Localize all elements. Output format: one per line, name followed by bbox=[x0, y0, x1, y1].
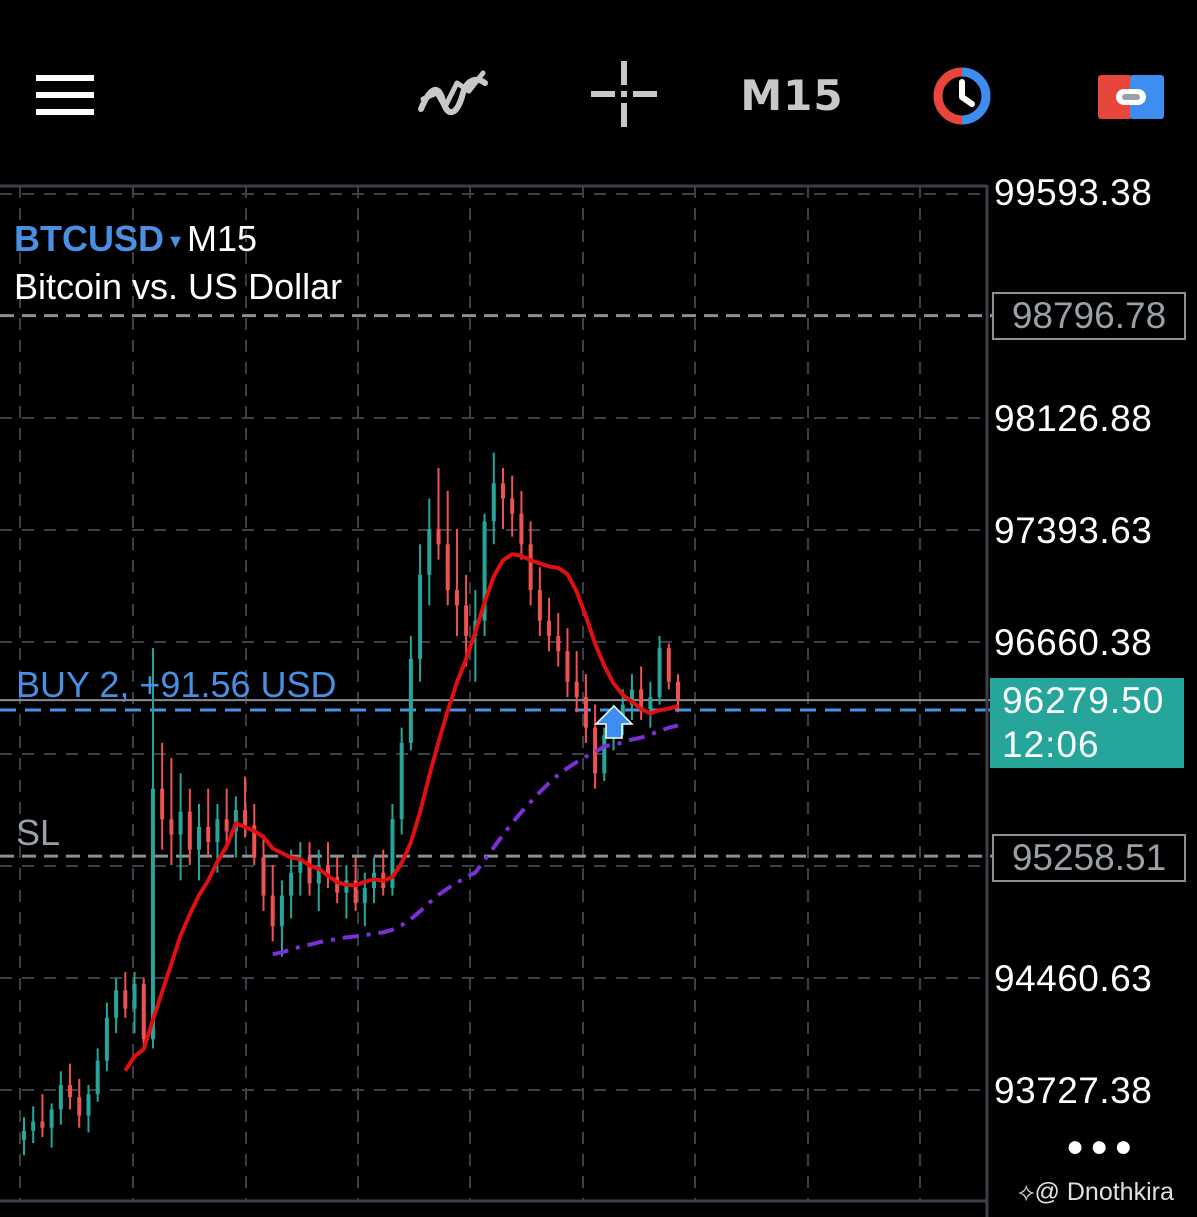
candle-body bbox=[233, 810, 238, 832]
hamburger-menu-icon[interactable] bbox=[30, 70, 100, 120]
crosshair-icon[interactable] bbox=[588, 58, 660, 130]
candle-body bbox=[132, 984, 137, 1009]
candle-body bbox=[629, 689, 634, 705]
candle-body bbox=[104, 1017, 109, 1061]
slow-moving-average-line bbox=[272, 723, 679, 957]
fast-moving-average-line bbox=[123, 552, 679, 1072]
candle-body bbox=[427, 529, 432, 575]
watermark: ⟡@ Dnothkira bbox=[1018, 1178, 1174, 1207]
candle-body bbox=[639, 689, 644, 710]
symbol-header[interactable]: BTCUSD ▾ M15 bbox=[14, 218, 257, 260]
indicators-icon[interactable] bbox=[412, 60, 494, 130]
candle-body bbox=[252, 825, 257, 858]
candle-body bbox=[49, 1109, 54, 1128]
candle-body bbox=[206, 826, 211, 843]
more-options-button[interactable]: ●●● bbox=[1066, 1130, 1139, 1163]
buy-order-label[interactable]: BUY 2, +91.56 USD bbox=[16, 664, 337, 705]
price-axis-label: 97393.63 bbox=[994, 510, 1153, 551]
candle-body bbox=[325, 865, 330, 878]
candle-body bbox=[335, 877, 340, 893]
candle-body bbox=[160, 788, 165, 820]
candle-body bbox=[307, 857, 312, 884]
candle-body bbox=[22, 1130, 26, 1141]
candle-body bbox=[408, 658, 413, 743]
candle-body bbox=[676, 681, 680, 701]
candle-body bbox=[620, 704, 625, 720]
candle-body bbox=[289, 872, 294, 896]
candle-body bbox=[197, 826, 202, 850]
candle-body bbox=[58, 1085, 63, 1110]
candle-body bbox=[150, 788, 155, 1040]
candle-body bbox=[187, 811, 192, 850]
bar-countdown: 12:06 bbox=[1002, 724, 1100, 765]
candle-body bbox=[436, 529, 441, 545]
candle-body bbox=[418, 574, 423, 659]
symbol-timeframe: M15 bbox=[187, 218, 258, 259]
price-axis-label: 99593.38 bbox=[994, 172, 1153, 213]
candle-body bbox=[491, 483, 496, 522]
candle-body bbox=[270, 895, 275, 927]
candle-body bbox=[68, 1085, 73, 1098]
candle-body bbox=[482, 521, 487, 621]
price-axis-label: 94460.63 bbox=[994, 958, 1153, 999]
binance-logo-icon: ⟡ bbox=[1018, 1178, 1035, 1206]
watermark-text: @ Dnothkira bbox=[1034, 1178, 1174, 1206]
candle-body bbox=[86, 1094, 91, 1116]
candle-body bbox=[362, 887, 367, 904]
stop-loss-label[interactable]: SL bbox=[16, 812, 61, 853]
candle-body bbox=[556, 635, 561, 652]
top-toolbar: M15 bbox=[0, 0, 1197, 185]
candle-body bbox=[583, 697, 588, 728]
candle-body bbox=[316, 865, 321, 884]
candle-body bbox=[528, 544, 533, 591]
candle-body bbox=[123, 990, 128, 1009]
symbol-description: Bitcoin vs. US Dollar bbox=[14, 266, 343, 307]
candle-body bbox=[169, 819, 174, 835]
candle-body bbox=[353, 880, 358, 904]
price-axis-label: 96660.38 bbox=[994, 622, 1153, 663]
current-price-box: 96279.50 12:06 bbox=[990, 678, 1184, 768]
candle-body bbox=[602, 735, 607, 774]
candle-body bbox=[390, 819, 395, 888]
candle-body bbox=[77, 1097, 82, 1116]
candle-body bbox=[224, 819, 229, 832]
candle-body bbox=[31, 1121, 36, 1131]
candle-body bbox=[279, 895, 284, 927]
candle-body bbox=[519, 513, 524, 545]
take-profit-level-box[interactable]: 98796.78 bbox=[992, 292, 1186, 340]
candle-body bbox=[141, 984, 146, 1040]
candle-body bbox=[261, 857, 266, 896]
candle-body bbox=[648, 697, 653, 710]
candle-body bbox=[666, 648, 671, 682]
current-price-value: 96279.50 bbox=[1002, 680, 1165, 721]
candle-body bbox=[510, 498, 515, 514]
candle-body bbox=[40, 1121, 45, 1128]
candle-body bbox=[95, 1060, 100, 1095]
candle-body bbox=[445, 544, 450, 591]
buy-entry-arrow-icon[interactable] bbox=[594, 704, 634, 739]
clock-icon[interactable] bbox=[926, 64, 998, 128]
candle-body bbox=[500, 483, 505, 499]
candle-body bbox=[215, 819, 220, 843]
candle-body bbox=[454, 590, 459, 606]
candle-body bbox=[243, 810, 248, 826]
symbol-ticker[interactable]: BTCUSD bbox=[14, 218, 164, 259]
candle-body bbox=[657, 648, 662, 698]
candle-body bbox=[537, 590, 542, 621]
price-axis-label: 93727.38 bbox=[994, 1070, 1153, 1111]
stop-loss-level-box[interactable]: 95258.51 bbox=[992, 834, 1186, 882]
candle-body bbox=[298, 857, 303, 873]
candle-body bbox=[464, 605, 469, 636]
timeframe-button[interactable]: M15 bbox=[740, 70, 844, 120]
trade-toggle-icon[interactable] bbox=[1094, 68, 1168, 124]
symbol-dropdown-caret-icon[interactable]: ▾ bbox=[170, 228, 182, 254]
candle-body bbox=[178, 811, 183, 835]
candle-body bbox=[574, 681, 579, 698]
candle-body bbox=[547, 620, 552, 636]
price-axis-label: 98126.88 bbox=[994, 398, 1153, 439]
candle-body bbox=[114, 990, 119, 1018]
candle-body bbox=[399, 742, 404, 820]
candle-body bbox=[565, 651, 570, 682]
